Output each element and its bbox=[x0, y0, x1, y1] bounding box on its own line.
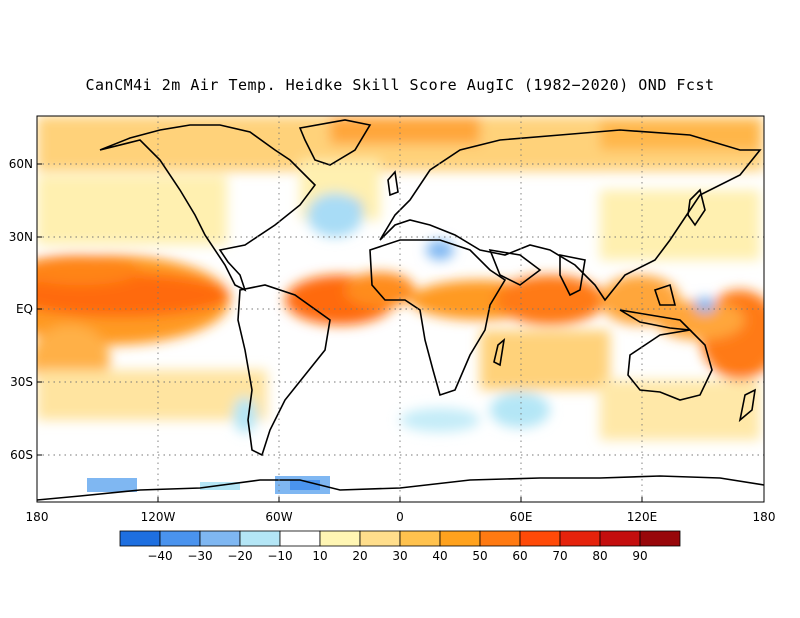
colorbar-tick-label: 30 bbox=[392, 549, 407, 563]
colorbar-swatch bbox=[279, 530, 321, 547]
colorbar-swatch bbox=[639, 530, 681, 547]
lon-label-60w: 60W bbox=[265, 510, 292, 524]
colorbar: −40 −30 −20 −10 10 20 30 40 50 60 70 80 90 bbox=[119, 530, 681, 563]
colorbar-swatch bbox=[439, 530, 481, 547]
colorbar-swatch bbox=[119, 530, 161, 547]
colorbar-swatch bbox=[599, 530, 641, 547]
colorbar-swatch bbox=[399, 530, 441, 547]
colorbar-tick-label: −40 bbox=[147, 549, 172, 563]
colorbar-swatch bbox=[319, 530, 361, 547]
colorbar-swatch bbox=[239, 530, 281, 547]
lon-label-180w: 180 bbox=[26, 510, 49, 524]
colorbar-tick-label: 20 bbox=[352, 549, 367, 563]
map-title: CanCM4i 2m Air Temp. Heidke Skill Score … bbox=[85, 76, 715, 94]
lon-label-120e: 120E bbox=[627, 510, 658, 524]
colorbar-swatch bbox=[199, 530, 241, 547]
lat-label-60s: 60S bbox=[10, 448, 33, 462]
colorbar-swatch bbox=[559, 530, 601, 547]
colorbar-tick-label: 60 bbox=[512, 549, 527, 563]
colorbar-tick-label: 10 bbox=[312, 549, 327, 563]
colorbar-tick-label: 90 bbox=[632, 549, 647, 563]
axis-ticks bbox=[37, 163, 643, 502]
coastlines bbox=[37, 119, 764, 501]
lat-label-30s: 30S bbox=[10, 375, 33, 389]
colorbar-swatch bbox=[519, 530, 561, 547]
lon-label-180e: 180 bbox=[753, 510, 776, 524]
lon-label-0: 0 bbox=[396, 510, 404, 524]
lon-label-60e: 60E bbox=[510, 510, 533, 524]
colorbar-tick-label: 50 bbox=[472, 549, 487, 563]
lon-label-120w: 120W bbox=[141, 510, 176, 524]
colorbar-tick-label: 70 bbox=[552, 549, 567, 563]
lat-label-60n: 60N bbox=[9, 157, 33, 171]
lat-label-eq: EQ bbox=[16, 302, 33, 316]
colorbar-tick-label: −20 bbox=[227, 549, 252, 563]
colorbar-swatch bbox=[479, 530, 521, 547]
lat-label-30n: 30N bbox=[9, 230, 33, 244]
gridlines bbox=[37, 116, 764, 502]
colorbar-tick-label: 40 bbox=[432, 549, 447, 563]
colorbar-swatch bbox=[159, 530, 201, 547]
colorbar-tick-label: −30 bbox=[187, 549, 212, 563]
colorbar-tick-label: 80 bbox=[592, 549, 607, 563]
colorbar-swatch bbox=[359, 530, 401, 547]
colorbar-tick-label: −10 bbox=[267, 549, 292, 563]
